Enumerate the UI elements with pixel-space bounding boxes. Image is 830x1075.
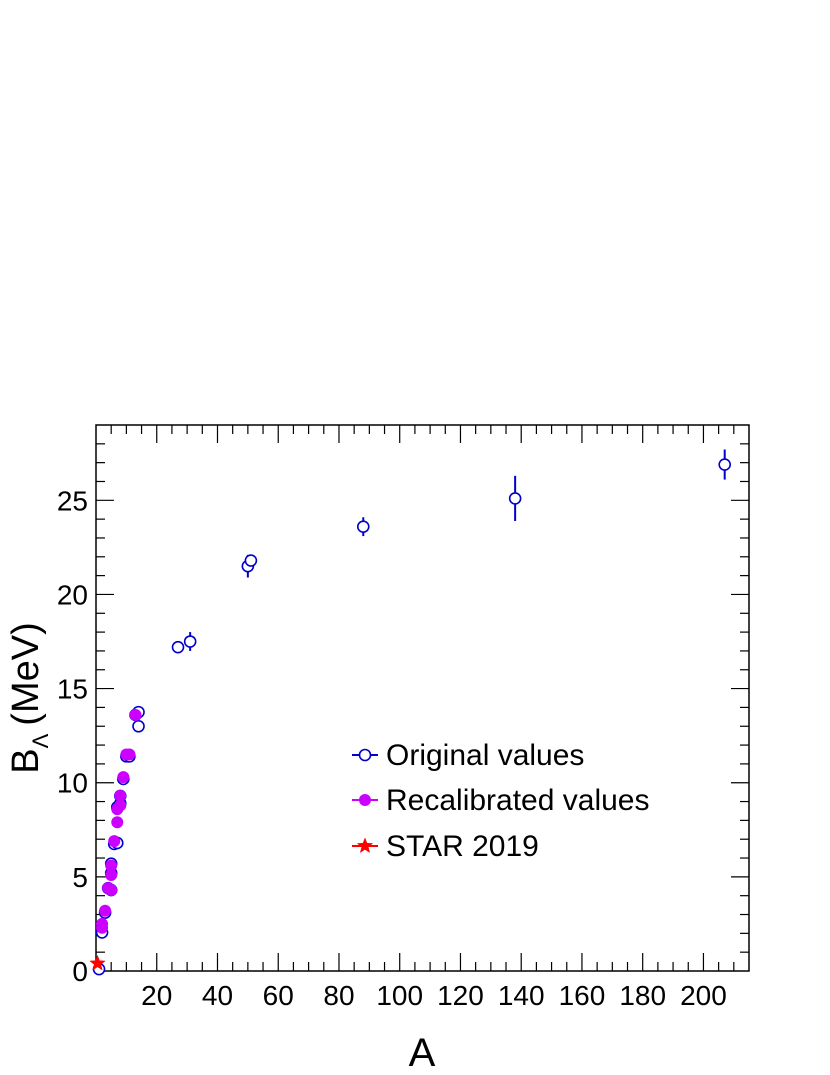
x-tick-label: 180: [619, 980, 666, 1011]
point-recalibrated: [96, 917, 109, 930]
point-recalibrated: [111, 816, 124, 829]
point-recalibrated: [105, 859, 118, 872]
axis-ticks: [96, 425, 749, 971]
y-axis-label-main: B: [5, 748, 47, 773]
legend-recalibrated-label: Recalibrated values: [386, 784, 649, 817]
point-original: [183, 635, 197, 648]
legend-recalibrated-marker: [359, 794, 371, 806]
legend-item-original: Original values: [352, 739, 584, 772]
legend-item-star: STAR 2019: [352, 830, 539, 863]
legend-original-marker: [358, 748, 372, 762]
point-recalibrated: [105, 884, 118, 897]
y-axis-label: BΛ (MeV): [5, 622, 53, 774]
y-axis-label-unit: (MeV): [5, 622, 47, 725]
y-tick-label: 10: [57, 768, 88, 799]
point-recalibrated: [129, 708, 142, 721]
point-original: [718, 458, 732, 471]
point-recalibrated: [123, 748, 136, 761]
legend-star-label: STAR 2019: [386, 830, 539, 863]
x-tick-label: 100: [376, 980, 423, 1011]
x-tick-label: 160: [559, 980, 606, 1011]
x-tick-label: 40: [202, 980, 233, 1011]
point-original: [132, 719, 145, 733]
y-tick-label: 5: [72, 862, 88, 893]
y-tick-label: 20: [57, 579, 88, 610]
x-tick-label: 60: [263, 980, 294, 1011]
x-tick-label: 120: [437, 980, 484, 1011]
x-tick-label: 140: [498, 980, 545, 1011]
x-tick-label: 20: [141, 980, 172, 1011]
y-tick-label: 15: [57, 674, 88, 705]
point-original: [508, 492, 522, 505]
x-tick-label: 200: [680, 980, 727, 1011]
legend-item-recalibrated: Recalibrated values: [352, 784, 649, 817]
y-axis-label-subscript: Λ: [28, 733, 53, 748]
y-tick-label: 0: [72, 956, 88, 987]
x-axis-label: A: [409, 1031, 436, 1075]
y-tick-label: 25: [57, 485, 88, 516]
axis-tick-labels: 20 40 60 80 100 120 140 160 180 200 0 5 10 15 20 25: [57, 485, 727, 1011]
data-markers: [89, 458, 732, 976]
x-tick-label: 80: [323, 980, 354, 1011]
point-recalibrated: [114, 789, 127, 802]
legend-original-label: Original values: [386, 739, 584, 772]
point-original: [171, 640, 185, 654]
point-original: [244, 554, 258, 567]
point-recalibrated: [117, 771, 130, 784]
point-recalibrated: [99, 904, 112, 917]
plot-frame: [95, 424, 750, 972]
point-star: [89, 954, 106, 971]
point-original: [356, 520, 370, 533]
legend-star-marker: [356, 837, 374, 854]
point-recalibrated: [108, 835, 121, 848]
legend: Original values Recalibrated values STAR…: [352, 739, 649, 863]
error-bars: [189, 449, 726, 651]
